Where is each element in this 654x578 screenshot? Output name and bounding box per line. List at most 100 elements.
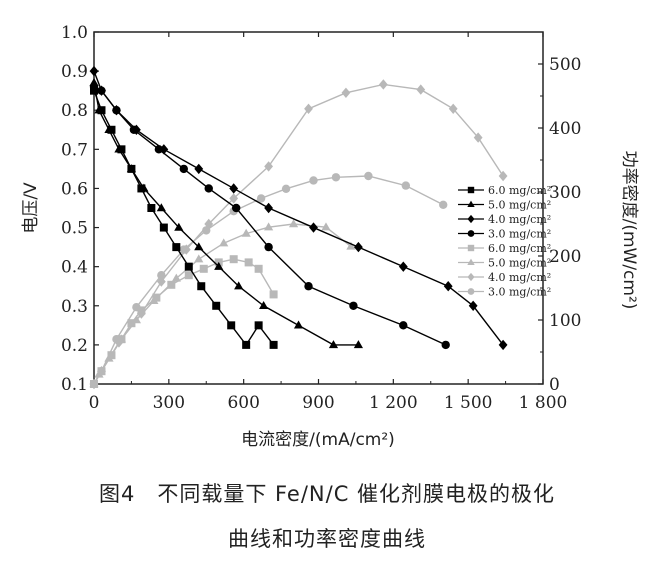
voltage-series-line [93, 90, 275, 347]
x-tick-label: 1 500 [444, 393, 493, 413]
voltage-point [398, 261, 408, 272]
voltage-point [156, 203, 166, 212]
voltage-point [172, 243, 181, 252]
power-point [184, 271, 193, 280]
voltage-point [89, 82, 99, 91]
y-right-tick-label: 400 [549, 119, 581, 139]
legend-label: 5.0 mg/cm² [488, 199, 551, 212]
power-point [156, 276, 166, 287]
power-point [241, 228, 251, 237]
power-point [264, 161, 274, 172]
x-tick-label: 600 [227, 393, 259, 413]
power-point [97, 367, 106, 376]
voltage-point [234, 281, 244, 290]
voltage-point [194, 163, 204, 175]
power-point [269, 290, 278, 299]
legend-item: 5.0 mg/cm² [458, 257, 551, 270]
power-point [199, 264, 208, 273]
power-point [229, 255, 238, 264]
y-left-tick-label: 0.6 [61, 179, 88, 199]
voltage-point [104, 124, 114, 133]
y-left-tick-label: 0.7 [61, 140, 88, 160]
power-point [321, 222, 331, 231]
legend-label: 4.0 mg/cm² [488, 271, 551, 284]
legend-label: 6.0 mg/cm² [488, 184, 551, 197]
power-point [473, 132, 483, 143]
y-left-tick-label: 0.3 [61, 297, 88, 317]
power-series-4 [89, 171, 448, 389]
voltage-series-2 [89, 78, 364, 349]
voltage-point [468, 300, 478, 311]
power-point [254, 264, 263, 273]
voltage-point [354, 241, 363, 253]
y-right-tick-label: 200 [549, 247, 581, 267]
y-left-tick-label: 0.9 [61, 62, 88, 82]
voltage-point [227, 321, 236, 330]
y-right-tick-label: 100 [549, 311, 581, 331]
power-point [364, 171, 373, 181]
voltage-point [197, 282, 206, 291]
figure-caption-line-1: 图4 不同载量下 Fe/N/C 催化剂膜电极的极化 [98, 482, 556, 506]
legend-item: 6.0 mg/cm² [458, 184, 551, 197]
y-axis-right-label: 功率密度/(mW/cm²) [619, 151, 639, 310]
voltage-point [353, 340, 364, 349]
x-tick-label: 0 [89, 393, 100, 413]
legend-item: 5.0 mg/cm² [458, 199, 551, 212]
voltage-series-1 [90, 86, 278, 349]
power-point [229, 193, 239, 204]
power-point [304, 103, 313, 114]
voltage-point [293, 320, 304, 329]
power-point [448, 103, 458, 114]
voltage-point [328, 340, 339, 349]
power-point [309, 176, 318, 185]
voltage-point [254, 321, 263, 330]
power-point [157, 271, 166, 280]
legend-item: 3.0 mg/cm² [458, 286, 551, 299]
power-point [167, 280, 176, 289]
voltage-point [114, 144, 124, 153]
voltage-point [147, 204, 156, 212]
power-series-1 [90, 255, 278, 388]
voltage-point [154, 145, 164, 154]
voltage-point [174, 222, 184, 231]
y-right-tick-label: 300 [549, 183, 581, 203]
voltage-point [443, 281, 453, 292]
voltage-point [112, 106, 121, 115]
series-layer [89, 65, 508, 390]
y-left-tick-label: 1.0 [61, 23, 88, 43]
voltage-point [214, 261, 224, 270]
x-tick-label: 900 [302, 393, 334, 413]
power-point [179, 245, 188, 254]
voltage-point [184, 262, 193, 271]
voltage-point [94, 105, 104, 114]
power-point [132, 303, 141, 312]
legend-label: 6.0 mg/cm² [488, 242, 551, 255]
y-right-tick-label: 500 [549, 55, 581, 75]
power-point [194, 254, 204, 263]
legend-marker [467, 244, 475, 252]
power-point [281, 184, 291, 193]
voltage-point [269, 340, 278, 349]
voltage-point [264, 202, 274, 214]
power-point [401, 181, 411, 190]
legend-label: 4.0 mg/cm² [488, 213, 551, 226]
y-right-tick-label: 0 [549, 375, 560, 395]
voltage-point [129, 125, 139, 134]
voltage-point [229, 183, 239, 194]
x-tick-label: 1 200 [369, 393, 418, 413]
y-left-tick-label: 0.1 [61, 375, 88, 395]
voltage-point [264, 242, 273, 252]
legend-marker [467, 288, 475, 295]
power-point [416, 84, 426, 95]
voltage-point [179, 164, 188, 174]
power-point [498, 170, 508, 182]
polarization-power-chart: 0 300 600 900 1 200 1 500 1 800 0.1 0.2 0.3 0.4 0.5… [21, 23, 639, 450]
voltage-point [97, 86, 106, 95]
voltage-point [139, 183, 149, 192]
power-point [256, 194, 266, 203]
power-series-line [93, 223, 352, 385]
voltage-point [231, 203, 241, 213]
legend-item: 4.0 mg/cm² [458, 213, 551, 226]
power-series-line [93, 83, 504, 385]
voltage-point [309, 222, 318, 233]
